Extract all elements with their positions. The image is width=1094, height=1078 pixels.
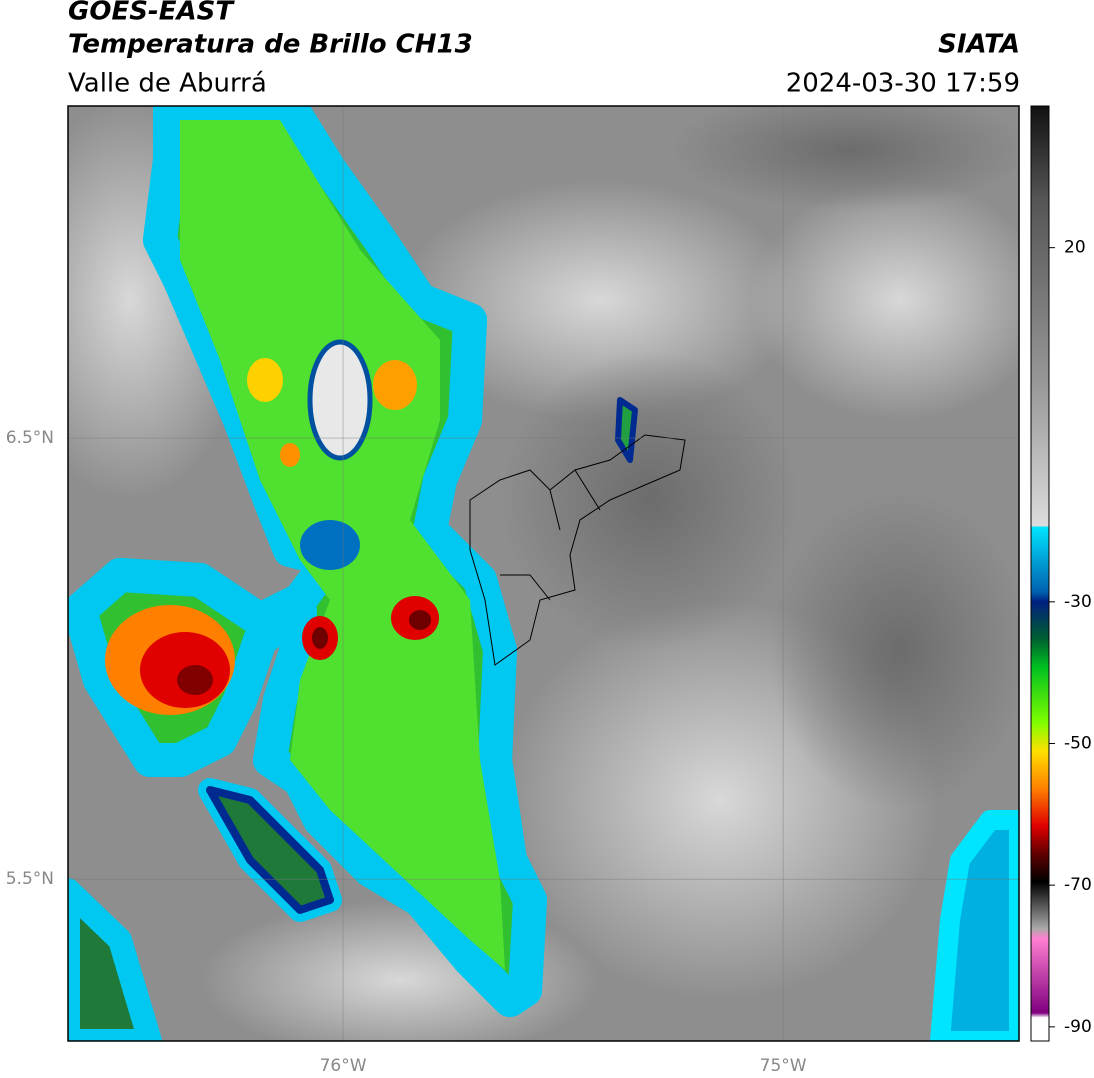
lon-tick-label: 76°W xyxy=(320,1056,367,1076)
region: Valle de Aburrá xyxy=(68,69,267,99)
lon-tick-label: 75°W xyxy=(760,1056,807,1076)
title: GOES-EAST xyxy=(68,0,235,27)
lat-tick-label: 6.5°N xyxy=(6,428,54,448)
lat-tick-label: 5.5°N xyxy=(6,869,54,889)
satellite-image xyxy=(68,106,1019,1041)
colorbar-tick-label: -50 xyxy=(1064,734,1092,754)
subtitle: Temperatura de Brillo CH13 xyxy=(68,30,473,60)
colorbar-tick-label: 20 xyxy=(1064,238,1086,258)
map-frame xyxy=(67,105,1020,1042)
timestamp: 2024-03-30 17:59 xyxy=(786,69,1020,99)
colorbar xyxy=(1030,105,1050,1042)
municipal-borders xyxy=(469,434,686,666)
colorbar-tick-label: -70 xyxy=(1064,875,1092,895)
colorbar-tick-label: -90 xyxy=(1064,1017,1092,1037)
source: SIATA xyxy=(938,30,1020,60)
colorbar-tick-label: -30 xyxy=(1064,592,1092,612)
